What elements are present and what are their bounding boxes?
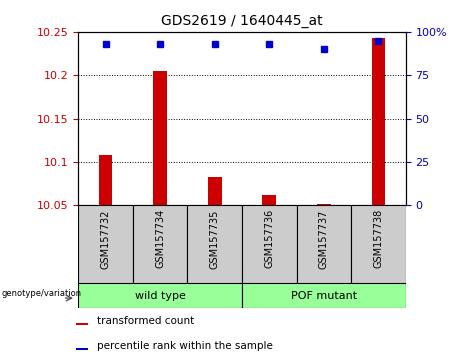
Text: GSM157735: GSM157735 <box>210 209 220 269</box>
Text: GSM157737: GSM157737 <box>319 209 329 269</box>
Bar <box>99 155 112 205</box>
Text: GSM157736: GSM157736 <box>264 209 274 268</box>
Bar <box>242 283 406 308</box>
Bar <box>188 205 242 283</box>
Bar <box>242 205 296 283</box>
Text: percentile rank within the sample: percentile rank within the sample <box>97 341 273 351</box>
Bar <box>208 177 222 205</box>
Bar <box>76 323 88 325</box>
Bar <box>154 71 167 205</box>
Title: GDS2619 / 1640445_at: GDS2619 / 1640445_at <box>161 14 323 28</box>
Text: wild type: wild type <box>135 291 186 301</box>
Text: genotype/variation: genotype/variation <box>1 289 82 298</box>
Bar <box>133 205 188 283</box>
Text: POF mutant: POF mutant <box>291 291 357 301</box>
Text: GSM157738: GSM157738 <box>373 209 384 268</box>
Bar <box>76 348 88 350</box>
Bar <box>296 205 351 283</box>
Text: GSM157734: GSM157734 <box>155 209 165 268</box>
Bar <box>262 195 276 205</box>
Text: transformed count: transformed count <box>97 316 194 326</box>
Bar <box>78 205 133 283</box>
Text: GSM157732: GSM157732 <box>100 209 111 269</box>
Bar <box>372 38 385 205</box>
Bar <box>351 205 406 283</box>
Bar <box>78 283 242 308</box>
Bar <box>317 204 331 205</box>
